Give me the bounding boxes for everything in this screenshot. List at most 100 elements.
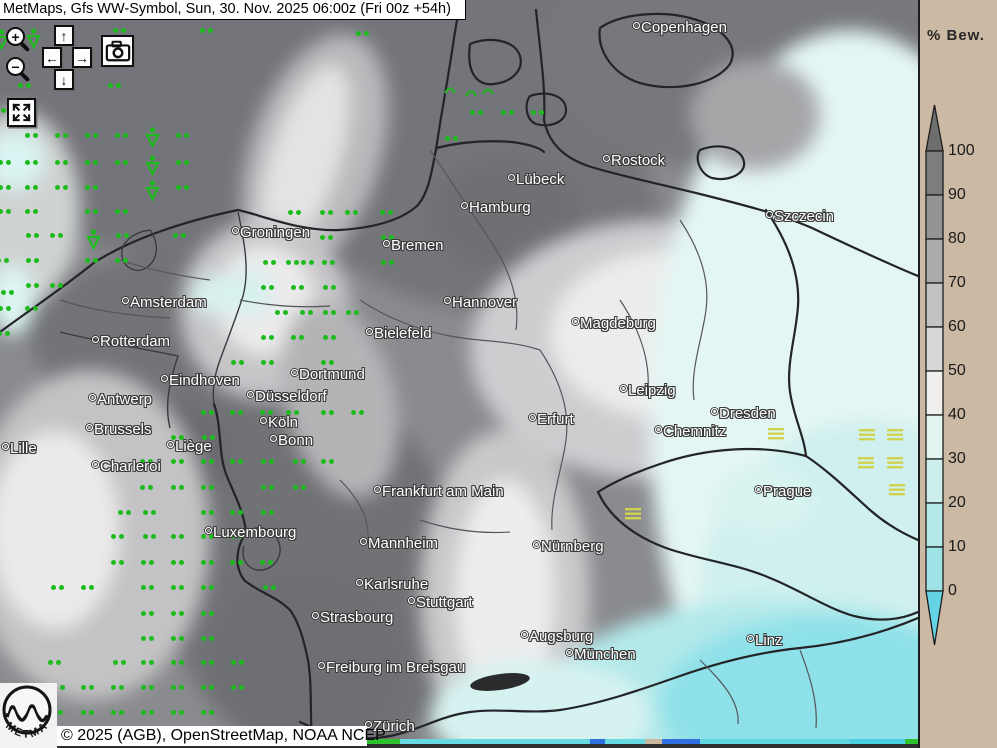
shower-symbol (26, 28, 41, 55)
city-marker-icon (2, 443, 9, 450)
city-label: Magdeburg (572, 315, 656, 332)
wind-mark-symbol (465, 85, 477, 103)
city-label: Nürnberg (533, 538, 604, 555)
city-name: Frankfurt am Main (382, 483, 504, 500)
city-marker-icon (603, 155, 610, 162)
city-name: Chemnitz (663, 423, 727, 440)
city-marker-icon (633, 22, 640, 29)
legend-title: % Bew. (927, 27, 985, 44)
drizzle-symbol (140, 459, 154, 464)
drizzle-symbol (108, 83, 122, 88)
city-name: Strasbourg (320, 609, 394, 626)
city-label: Lille (2, 440, 37, 457)
city-label: Stuttgart (408, 594, 473, 611)
pan-up-button[interactable]: ↑ (54, 25, 74, 46)
drizzle-symbol (26, 283, 40, 288)
drizzle-symbol (55, 160, 69, 165)
city-marker-icon (444, 297, 451, 304)
drizzle-symbol (230, 459, 244, 464)
drizzle-symbol (323, 285, 337, 290)
drizzle-symbol (261, 285, 275, 290)
city-label: Düsseldorf (247, 388, 327, 405)
legend-tick-label: 80 (948, 230, 966, 247)
city-marker-icon (383, 240, 390, 247)
drizzle-symbol (470, 110, 484, 115)
drizzle-symbol (323, 310, 337, 315)
cloud-cover-shading (0, 0, 918, 748)
cloud-blob (190, 275, 240, 315)
city-label: Karlsruhe (356, 576, 428, 593)
drizzle-symbol (231, 685, 245, 690)
city-name: Leipzig (628, 382, 676, 399)
city-name: Magdeburg (580, 315, 656, 332)
drizzle-symbol (260, 560, 274, 565)
city-label: Dortmund (291, 366, 365, 383)
drizzle-symbol (231, 360, 245, 365)
drizzle-symbol (230, 560, 244, 565)
bottom-strip-segment (400, 739, 590, 744)
drizzle-symbol (321, 360, 335, 365)
drizzle-symbol (275, 310, 289, 315)
zoom-out-button[interactable]: − (6, 57, 32, 87)
city-marker-icon (572, 318, 579, 325)
legend-tick-label: 100 (948, 142, 975, 159)
city-marker-icon (205, 527, 212, 534)
city-name: Freiburg im Breisgau (326, 659, 466, 676)
city-name: Köln (268, 414, 299, 431)
city-label: Hamburg (461, 199, 531, 216)
legend-tick-label: 30 (948, 450, 966, 467)
drizzle-symbol (201, 534, 215, 539)
city-marker-icon (533, 541, 540, 548)
arrow-right-icon: → (75, 49, 89, 66)
drizzle-symbol (25, 160, 39, 165)
cloud-blob (0, 265, 35, 335)
drizzle-symbol (346, 310, 360, 315)
drizzle-symbol (111, 560, 125, 565)
city-name: Zürich (373, 718, 415, 735)
title-bar: MetMaps, Gfs WW-Symbol, Sun, 30. Nov. 20… (0, 0, 466, 20)
attribution-bar[interactable]: © 2025 (AGB), OpenStreetMap, NOAA NCEP (57, 726, 386, 746)
city-marker-icon (366, 328, 373, 335)
city-name: Düsseldorf (255, 388, 327, 405)
drizzle-symbol (260, 410, 274, 415)
cloud-blob (430, 660, 650, 748)
screenshot-button[interactable] (101, 35, 134, 67)
drizzle-symbol (171, 534, 185, 539)
drizzle-symbol (25, 185, 39, 190)
drizzle-symbol (323, 335, 337, 340)
legend-tick-label: 50 (948, 362, 966, 379)
legend-tick-label: 0 (948, 582, 957, 599)
drizzle-symbol (171, 485, 185, 490)
map-bottom-strip (0, 739, 918, 744)
haze-symbol (858, 456, 874, 474)
drizzle-symbol (171, 685, 185, 690)
city-labels-layer: Copenhagen Rostock Lübeck Hamburg Szczecin Gr… (2, 19, 834, 735)
weather-map[interactable]: Copenhagen Rostock Lübeck Hamburg Szczecin Gr… (0, 0, 918, 748)
metmaps-logo[interactable]: METMAPS (0, 674, 57, 748)
city-name: Copenhagen (641, 19, 727, 36)
city-name: Dortmund (299, 366, 365, 383)
pan-right-button[interactable]: → (72, 47, 92, 68)
drizzle-symbol (115, 160, 129, 165)
city-marker-icon (360, 538, 367, 545)
city-label: Amsterdam (122, 294, 207, 311)
pan-down-button[interactable]: ↓ (54, 69, 74, 90)
drizzle-symbol (286, 410, 300, 415)
city-name: Liège (175, 438, 212, 455)
drizzle-symbol (201, 560, 215, 565)
pan-left-button[interactable]: ← (42, 47, 62, 68)
city-name: Hamburg (469, 199, 531, 216)
zoom-in-button[interactable]: + (6, 27, 32, 57)
city-name: Lübeck (516, 171, 565, 188)
city-label: Szczecin (766, 208, 834, 225)
fullscreen-button[interactable] (7, 98, 36, 127)
drizzle-symbol (171, 435, 185, 440)
city-label: Copenhagen (633, 19, 727, 36)
city-name: Stuttgart (416, 594, 473, 611)
legend-tick-label: 40 (948, 406, 966, 423)
wind-mark-symbol (482, 83, 494, 101)
drizzle-symbol (176, 160, 190, 165)
drizzle-symbol (176, 133, 190, 138)
drizzle-symbol (85, 258, 99, 263)
drizzle-symbol (300, 310, 314, 315)
